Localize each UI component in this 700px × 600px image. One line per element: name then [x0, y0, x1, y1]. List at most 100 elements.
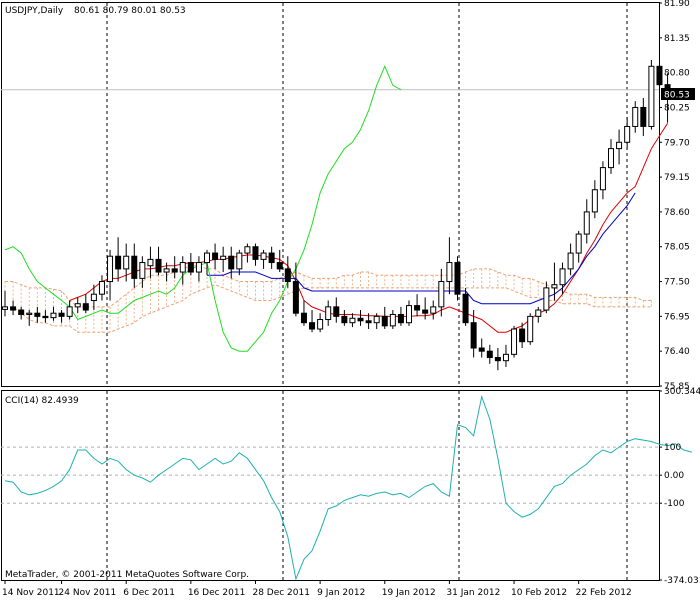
candle-body-down [422, 309, 429, 314]
candlestick [656, 28, 663, 105]
candlestick [567, 243, 574, 276]
candlestick [414, 294, 421, 317]
candle-body-down [381, 315, 388, 327]
candlestick [147, 246, 154, 279]
candle-body-up [502, 353, 509, 362]
candlestick [236, 249, 243, 276]
candlestick [171, 256, 178, 279]
candle-body-down [357, 317, 364, 322]
candle-body-down [397, 313, 404, 324]
candle-body-down [131, 255, 138, 279]
date-tick-label: 14 Nov 2011 [2, 588, 60, 598]
candle-body-up [123, 255, 130, 270]
candle-body-down [414, 305, 421, 311]
candlestick [608, 139, 614, 174]
candlestick [430, 300, 437, 320]
candlestick [454, 256, 461, 301]
candle-body-down [486, 350, 493, 359]
price-tick-label: 80.80 [664, 69, 690, 79]
candle-body-down [365, 320, 372, 324]
price-tick-label: 78.60 [664, 208, 690, 218]
candle-body-up [599, 167, 606, 191]
kijun-sen-line [207, 192, 636, 305]
candlestick [357, 310, 364, 326]
candlestick [543, 281, 550, 314]
candlestick [462, 287, 469, 326]
candlestick [115, 237, 122, 282]
candlestick [66, 300, 73, 320]
candle-body-down [82, 303, 89, 311]
candle-body-up [559, 268, 566, 286]
candle-body-up [608, 148, 614, 169]
candlestick [648, 59, 655, 130]
candle-body-up [527, 315, 534, 343]
price-tick-label: 76.95 [664, 312, 690, 322]
candle-body-down [519, 328, 526, 343]
candle-body-down [212, 252, 219, 260]
current-price-label: 80.53 [664, 91, 690, 101]
candlestick [406, 300, 412, 326]
candlestick [333, 297, 340, 323]
candle-body-down [268, 252, 275, 264]
candlestick [276, 249, 283, 273]
candlestick [10, 300, 17, 316]
price-tick-label: 76.40 [664, 347, 690, 357]
candlestick [139, 256, 146, 288]
date-tick-label: 28 Dec 2011 [252, 588, 309, 598]
date-tick-label: 24 Nov 2011 [59, 588, 117, 598]
date-tick-label: 19 Jan 2012 [382, 588, 436, 598]
candlestick [365, 313, 372, 330]
ohlc-label: 80.61 80.79 80.01 80.53 [74, 6, 186, 16]
indicator-plot-frame [1, 390, 660, 581]
candle-body-up [616, 141, 623, 150]
cci-tick-label: -100 [664, 499, 685, 509]
candle-body-down [300, 312, 307, 324]
candle-body-down [494, 357, 501, 362]
candle-body-up [325, 306, 332, 321]
candlestick [50, 306, 57, 321]
candlestick [349, 313, 356, 328]
candlestick [58, 310, 65, 323]
candlestick [325, 300, 332, 326]
candlestick [74, 297, 81, 314]
candle-body-up [406, 305, 412, 324]
price-tick-label: 79.15 [664, 173, 690, 183]
candle-body-down [478, 347, 485, 352]
candlestick [163, 262, 170, 282]
candlestick [381, 306, 388, 330]
candlestick [535, 306, 542, 323]
price-tick-label: 81.35 [664, 34, 690, 44]
candle-body-down [10, 306, 17, 311]
candle-body-up [551, 284, 558, 289]
candle-body-up [204, 252, 210, 264]
candlestick [90, 284, 97, 311]
candlestick [18, 306, 25, 320]
candlestick [502, 344, 509, 368]
candlestick [373, 313, 380, 330]
symbol-label: USDJPY,Daily [5, 6, 64, 16]
candlestick [438, 268, 445, 317]
candlestick [300, 300, 307, 326]
price-tick-label: 78.05 [664, 243, 690, 253]
candle-body-up [567, 252, 574, 270]
candlestick [389, 310, 396, 330]
cci-tick-label: -374.031 [664, 576, 700, 586]
candlestick [519, 322, 526, 349]
candlestick [252, 243, 259, 266]
candlestick [260, 249, 267, 269]
candlestick [640, 97, 647, 136]
candle-body-up [430, 306, 437, 314]
candlestick [179, 256, 186, 285]
candle-body-up [389, 313, 396, 327]
candle-body-up [236, 252, 243, 270]
candle-body-up [535, 309, 542, 317]
candlestick [599, 161, 606, 200]
candlestick [284, 256, 291, 288]
candle-body-up [317, 319, 324, 330]
candlestick [583, 199, 590, 244]
candle-body-up [163, 268, 170, 273]
cci-indicator [4, 394, 692, 581]
